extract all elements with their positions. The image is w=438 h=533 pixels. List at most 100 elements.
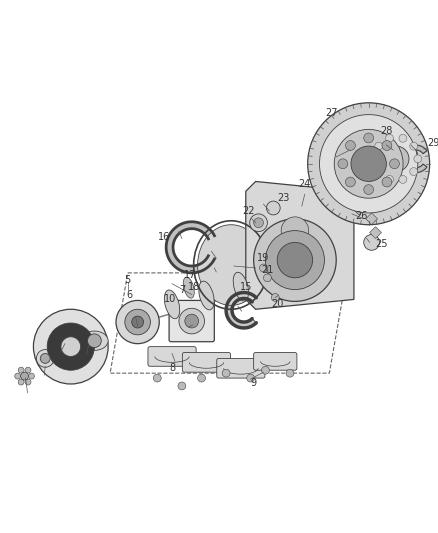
Text: 10: 10 [164, 294, 176, 304]
Ellipse shape [164, 290, 180, 319]
Polygon shape [166, 222, 215, 273]
Circle shape [385, 134, 393, 142]
Text: 23: 23 [277, 193, 290, 203]
Text: 9: 9 [251, 378, 257, 388]
Circle shape [399, 134, 407, 142]
Ellipse shape [253, 260, 264, 280]
Circle shape [15, 373, 21, 379]
Circle shape [198, 374, 205, 382]
Circle shape [308, 103, 430, 225]
Circle shape [410, 142, 417, 150]
Circle shape [33, 309, 108, 384]
Text: 8: 8 [169, 364, 175, 373]
Text: 21: 21 [261, 265, 274, 275]
Ellipse shape [233, 272, 248, 301]
Circle shape [410, 168, 417, 175]
Ellipse shape [81, 331, 108, 350]
Circle shape [265, 231, 325, 289]
Circle shape [346, 177, 355, 187]
Text: 20: 20 [271, 300, 283, 309]
Circle shape [399, 175, 407, 183]
Circle shape [346, 141, 355, 150]
Polygon shape [246, 181, 354, 309]
Circle shape [178, 382, 186, 390]
Circle shape [385, 175, 393, 183]
Circle shape [382, 141, 392, 150]
Text: 5: 5 [125, 275, 131, 285]
Text: 16: 16 [158, 232, 170, 243]
Ellipse shape [199, 281, 214, 310]
Circle shape [25, 379, 31, 385]
Circle shape [382, 177, 392, 187]
Circle shape [222, 369, 230, 377]
Circle shape [261, 366, 269, 374]
Circle shape [264, 274, 271, 282]
FancyBboxPatch shape [217, 358, 265, 378]
Text: 24: 24 [299, 180, 311, 189]
Circle shape [18, 379, 24, 385]
Circle shape [61, 337, 81, 357]
Text: 27: 27 [325, 108, 338, 118]
Ellipse shape [183, 277, 194, 298]
Text: 6: 6 [127, 289, 133, 300]
Text: 17: 17 [184, 270, 196, 280]
Circle shape [281, 217, 309, 244]
Text: 26: 26 [356, 211, 368, 221]
Text: 22: 22 [243, 206, 255, 216]
Polygon shape [370, 227, 381, 238]
Circle shape [414, 155, 422, 163]
Circle shape [179, 308, 205, 334]
Circle shape [319, 115, 418, 213]
Text: 29: 29 [427, 138, 438, 148]
Circle shape [47, 323, 94, 370]
Circle shape [364, 235, 379, 251]
Polygon shape [226, 293, 256, 328]
Text: 7: 7 [179, 285, 185, 295]
Circle shape [375, 168, 383, 175]
Circle shape [351, 146, 386, 181]
Circle shape [383, 146, 409, 172]
Circle shape [271, 294, 279, 301]
Circle shape [277, 243, 313, 278]
Ellipse shape [198, 225, 265, 305]
Polygon shape [378, 195, 389, 207]
Ellipse shape [268, 263, 283, 292]
Circle shape [125, 309, 150, 335]
Circle shape [371, 155, 378, 163]
FancyBboxPatch shape [182, 352, 230, 372]
Ellipse shape [286, 251, 297, 272]
Circle shape [18, 367, 24, 373]
Circle shape [153, 374, 161, 382]
Circle shape [254, 219, 336, 301]
Text: 19: 19 [258, 253, 270, 263]
Circle shape [260, 264, 268, 272]
Circle shape [364, 184, 374, 195]
Circle shape [375, 142, 383, 150]
Ellipse shape [219, 268, 230, 289]
Ellipse shape [302, 255, 318, 284]
Circle shape [364, 133, 374, 143]
Polygon shape [366, 213, 378, 225]
Circle shape [374, 137, 418, 181]
Circle shape [88, 334, 101, 348]
Circle shape [116, 301, 159, 344]
Text: 25: 25 [375, 239, 388, 249]
FancyBboxPatch shape [148, 346, 196, 366]
Circle shape [25, 367, 31, 373]
Polygon shape [353, 203, 365, 215]
Circle shape [21, 372, 28, 380]
Circle shape [250, 214, 268, 232]
Circle shape [266, 201, 280, 215]
Circle shape [286, 369, 294, 377]
Circle shape [28, 373, 35, 379]
Circle shape [247, 374, 254, 382]
Circle shape [338, 159, 348, 168]
Circle shape [254, 218, 264, 228]
Text: 28: 28 [380, 126, 392, 136]
FancyBboxPatch shape [169, 301, 214, 342]
Circle shape [132, 316, 144, 328]
Polygon shape [402, 145, 427, 173]
Circle shape [185, 314, 198, 328]
Circle shape [389, 159, 399, 168]
Circle shape [36, 350, 54, 367]
